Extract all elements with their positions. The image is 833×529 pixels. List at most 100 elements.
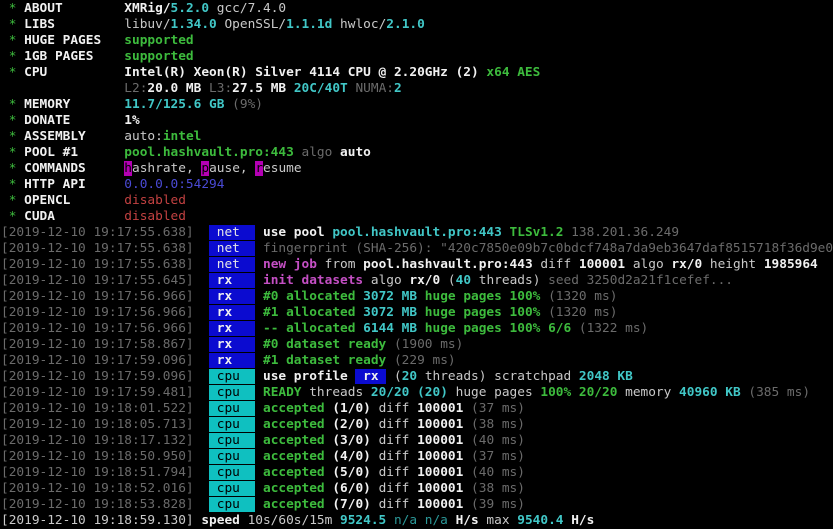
normal-text bbox=[255, 465, 263, 480]
green-text: #1 allocated bbox=[262, 305, 364, 320]
bright-text: (3/0) bbox=[332, 433, 379, 448]
config-line-libs: * LIBS libuv/1.34.0 OpenSSL/1.1.1d hwloc… bbox=[1, 17, 833, 33]
dim-text: (1900 ms) bbox=[393, 337, 464, 352]
hotkey-highlight: p bbox=[201, 161, 210, 176]
normal-text bbox=[255, 401, 263, 416]
normal-text: ashrate, bbox=[132, 161, 202, 176]
green-text: supported bbox=[124, 33, 194, 48]
log-accepted-5: [2019-12-10 19:18:51.794] cpu accepted (… bbox=[1, 465, 833, 481]
log-accepted-1: [2019-12-10 19:18:01.522] cpu accepted (… bbox=[1, 401, 833, 417]
green-text: accepted bbox=[262, 449, 333, 464]
bright-text: HUGE PAGES bbox=[24, 33, 125, 48]
dim-text: [2019-12-10 19:17:55.645] bbox=[1, 273, 210, 288]
log-fingerprint: [2019-12-10 19:17:55.638] net fingerprin… bbox=[1, 241, 833, 257]
dim-text: [2019-12-10 19:17:56.966] bbox=[1, 321, 210, 336]
dim-text: (1320 ms) bbox=[548, 305, 618, 320]
bright-text: 100001 bbox=[578, 257, 633, 272]
log-accepted-6: [2019-12-10 19:18:52.016] cpu accepted (… bbox=[1, 481, 833, 497]
green-text: x64 AES bbox=[486, 65, 541, 80]
normal-text: esume bbox=[263, 161, 302, 176]
normal-text bbox=[255, 273, 263, 288]
normal-text: 10s/60s/15m bbox=[247, 513, 341, 528]
dim-text: [2019-12-10 19:17:58.867] bbox=[1, 337, 210, 352]
normal-text: algo bbox=[370, 273, 410, 288]
bright-text: (1/0) bbox=[332, 401, 379, 416]
dim-text: L3: bbox=[209, 81, 233, 96]
normal-text: diff bbox=[378, 433, 418, 448]
normal-text bbox=[255, 289, 263, 304]
dim-text: L2: bbox=[124, 81, 148, 96]
dim-text: (38 ms) bbox=[471, 481, 525, 496]
red-text: disabled bbox=[124, 209, 186, 224]
normal-text bbox=[255, 449, 263, 464]
green-asterisk: * bbox=[1, 161, 25, 176]
red-text: disabled bbox=[124, 193, 186, 208]
cyan-value: 40 bbox=[455, 273, 472, 288]
rx-badge: rx bbox=[209, 289, 256, 304]
green-asterisk: * bbox=[1, 145, 25, 160]
cpu-badge: cpu bbox=[209, 449, 256, 464]
dim-text: [2019-12-10 19:18:01.522] bbox=[1, 401, 210, 416]
green-text: TLSv1.2 bbox=[509, 225, 572, 240]
config-line-1gb-pages: * 1GB PAGES supported bbox=[1, 49, 833, 65]
bright-text: (7/0) bbox=[332, 497, 379, 512]
bright-text: 100001 bbox=[417, 417, 472, 432]
cyan-value: 9524.5 bbox=[340, 513, 394, 528]
green-text: intel bbox=[162, 129, 202, 144]
log-init-datasets: [2019-12-10 19:17:55.645] rx init datase… bbox=[1, 273, 833, 289]
normal-text bbox=[255, 257, 263, 272]
normal-text: diff bbox=[378, 401, 418, 416]
cyan-value: 2048 KB bbox=[578, 369, 633, 384]
normal-text: max bbox=[486, 513, 518, 528]
green-asterisk: * bbox=[1, 177, 25, 192]
net-badge: net bbox=[209, 241, 256, 256]
dim-text: seed 3250d2a21f1cefef... bbox=[548, 273, 734, 288]
dim-text: (37 ms) bbox=[471, 449, 525, 464]
normal-text: threads) bbox=[471, 273, 549, 288]
bright-text: use pool bbox=[262, 225, 333, 240]
rx-badge: rx bbox=[209, 273, 256, 288]
bright-text: rx/0 bbox=[671, 257, 710, 272]
dim-text: [2019-12-10 19:18:17.132] bbox=[1, 433, 210, 448]
bright-text: 100001 bbox=[417, 449, 472, 464]
normal-text: OpenSSL/ bbox=[216, 17, 287, 32]
log-dataset-ready-1: [2019-12-10 19:17:59.096] rx #1 dataset … bbox=[1, 353, 833, 369]
normal-text bbox=[255, 433, 263, 448]
green-text: accepted bbox=[262, 433, 333, 448]
cpu-badge: cpu bbox=[209, 417, 256, 432]
green-asterisk: * bbox=[1, 49, 25, 64]
bright-text: ABOUT bbox=[24, 1, 125, 16]
bright-text: H/s bbox=[571, 513, 595, 528]
normal-text: diff bbox=[378, 417, 418, 432]
cpu-badge: cpu bbox=[209, 385, 256, 400]
cpu-badge: cpu bbox=[209, 433, 256, 448]
dim-text: [2019-12-10 19:17:55.638] bbox=[1, 257, 210, 272]
dim-text: [2019-12-10 19:18:51.794] bbox=[1, 465, 210, 480]
net-badge: net bbox=[209, 257, 256, 272]
normal-text: height bbox=[709, 257, 764, 272]
green-text: accepted bbox=[262, 401, 333, 416]
dim-text: NUMA: bbox=[355, 81, 394, 96]
dim-text: (385 ms) bbox=[748, 385, 811, 400]
hotkey-highlight: r bbox=[255, 161, 264, 176]
cyan-value: 3072 MB bbox=[363, 305, 425, 320]
dim-text: [2019-12-10 19:18:50.950] bbox=[1, 449, 210, 464]
config-line-donate: * DONATE 1% bbox=[1, 113, 833, 129]
dim-text: [2019-12-10 19:17:56.966] bbox=[1, 289, 210, 304]
bright-text: POOL #1 bbox=[24, 145, 125, 160]
green-text: #1 dataset ready bbox=[262, 353, 394, 368]
green-text: #0 allocated bbox=[262, 289, 364, 304]
log-dataset-ready-0: [2019-12-10 19:17:58.867] rx #0 dataset … bbox=[1, 337, 833, 353]
cyan-value: 40960 KB bbox=[679, 385, 749, 400]
rx-badge: rx bbox=[209, 305, 256, 320]
cpu-badge: cpu bbox=[209, 401, 256, 416]
bright-text: CUDA bbox=[24, 209, 125, 224]
config-line-memory: * MEMORY 11.7/125.6 GB (9%) bbox=[1, 97, 833, 113]
log-accepted-2: [2019-12-10 19:18:05.713] cpu accepted (… bbox=[1, 417, 833, 433]
dim-text: [2019-12-10 19:17:59.096] bbox=[1, 369, 210, 384]
magenta-text: init datasets bbox=[262, 273, 371, 288]
bright-text: (5/0) bbox=[332, 465, 379, 480]
normal-text bbox=[255, 305, 263, 320]
